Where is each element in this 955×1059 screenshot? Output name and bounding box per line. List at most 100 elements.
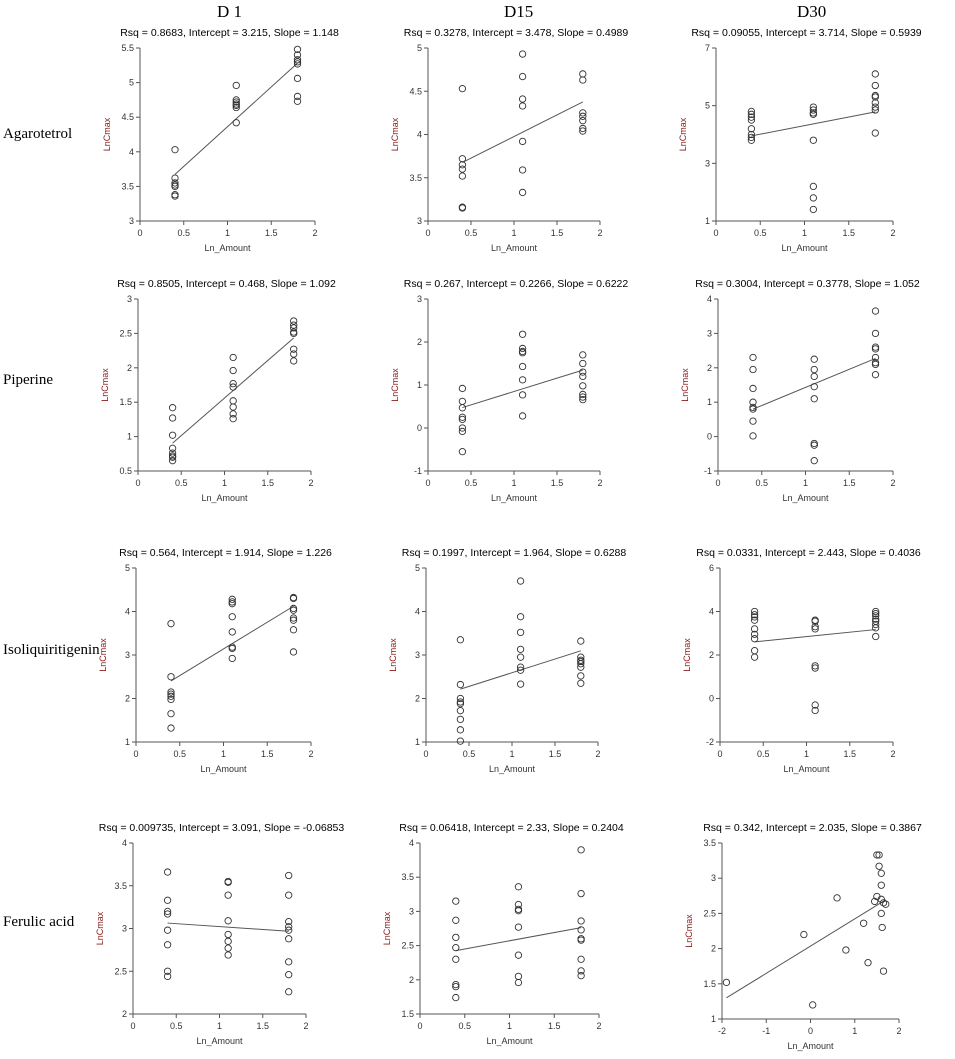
chart-3-data-point [809, 194, 817, 202]
chart-1-x-axis-label: Ln_Amount [204, 243, 251, 253]
chart-6-data-point [749, 365, 757, 374]
chart-12-fit-line [726, 899, 886, 999]
chart-1-fit-line [174, 62, 298, 175]
chart-6-y-tick-label: 2 [707, 363, 712, 373]
chart-7-data-point [289, 626, 298, 634]
chart-10-y-tick-label: 4 [122, 838, 127, 848]
chart-1-x-tick-label: 0 [137, 228, 142, 238]
chart-5-y-tick-label: -1 [414, 466, 422, 476]
chart-11-title: Rsq = 0.06418, Intercept = 2.33, Slope =… [399, 822, 624, 834]
chart-8-y-axis-label: LnCmax [388, 638, 398, 672]
chart-4-data-point [168, 414, 177, 422]
chart-12-data-point [809, 1001, 817, 1009]
chart-1-data-point [171, 146, 179, 154]
chart-4-x-tick-label: 0 [135, 478, 140, 488]
chart-9-data-point [750, 635, 759, 643]
chart-2-data-point [458, 204, 467, 212]
chart-5-y-tick-label: 2 [417, 337, 422, 347]
chart-1-y-tick-label: 3.5 [121, 181, 134, 191]
chart-12-data-point [879, 899, 888, 907]
chart-2-y-tick-label: 3 [417, 216, 422, 226]
chart-9-data-point [750, 647, 759, 655]
chart-7-data-point [167, 620, 175, 628]
chart-3-x-tick-label: 2 [890, 228, 895, 238]
chart-9-x-axis-label: Ln_Amount [783, 764, 830, 774]
chart-1-data-point [171, 192, 179, 200]
chart-9-y-tick-label: -2 [706, 737, 714, 747]
chart-11-data-point [452, 982, 460, 991]
chart-8-data-point [577, 663, 585, 671]
chart-1-data-point [293, 92, 302, 101]
chart-4-data-point [290, 317, 298, 325]
chart-10-data-point [224, 951, 232, 959]
chart-1-data-point [171, 179, 179, 187]
chart-4-y-axis-label: LnCmax [100, 368, 110, 402]
chart-5-data-point [579, 390, 587, 399]
chart-2-data-point [518, 72, 527, 81]
chart-7-y-tick-label: 2 [125, 694, 130, 704]
chart-3-y-tick-label: 5 [705, 101, 710, 111]
chart-5-y-axis-label: LnCmax [390, 368, 400, 402]
chart-8-data-point [516, 666, 525, 674]
chart-9-data-point [872, 624, 880, 632]
chart-11-data-point [514, 907, 523, 915]
chart-10-data-point [285, 988, 293, 996]
chart-12-x-tick-label: 1 [852, 1026, 857, 1036]
chart-1-x-tick-label: 2 [312, 228, 317, 238]
row-label-ferulic-acid: Ferulic acid [3, 914, 75, 930]
chart-9-data-point [750, 653, 759, 661]
chart-6-x-tick-label: 1.5 [843, 478, 856, 488]
column-header-d15: D15 [504, 2, 534, 21]
chart-3-data-point [747, 133, 756, 142]
chart-4-title: Rsq = 0.8505, Intercept = 0.468, Slope =… [117, 278, 336, 290]
chart-11-data-point [577, 936, 585, 944]
chart-10-data-point [285, 918, 293, 926]
chart-12-x-tick-label: 2 [896, 1026, 901, 1036]
chart-1-data-point [232, 119, 240, 127]
column-header-d30: D30 [797, 2, 827, 21]
chart-11-data-point [577, 926, 585, 934]
chart-11-y-tick-label: 2.5 [401, 941, 414, 951]
chart-8-data-point [516, 680, 525, 688]
chart-3-data-point [747, 130, 756, 139]
chart-3-data-point [747, 116, 756, 124]
chart-4-y-tick-label: 0.5 [119, 466, 132, 476]
chart-7-data-point [289, 614, 298, 622]
chart-4-x-axis-label: Ln_Amount [201, 493, 248, 503]
chart-11-x-tick-label: 1.5 [548, 1021, 561, 1031]
chart-7-data-point [167, 673, 175, 681]
chart-5-data-point [579, 393, 587, 401]
chart-11-data-point [452, 916, 460, 924]
chart-3-data-point [747, 125, 756, 133]
chart-7-title: Rsq = 0.564, Intercept = 1.914, Slope = … [119, 547, 332, 559]
chart-4-y-tick-label: 2.5 [119, 328, 132, 338]
chart-6-data-point [871, 329, 880, 338]
chart-4-data-point [290, 324, 298, 332]
chart-6-data-point [749, 417, 757, 425]
chart-9-y-tick-label: 4 [709, 607, 714, 617]
chart-7-data-point [228, 595, 236, 603]
chart-8-data-point [456, 700, 465, 708]
chart-4-data-point [290, 357, 298, 365]
chart-7-data-point [289, 616, 298, 624]
chart-5-data-point [458, 384, 467, 393]
chart-3-y-tick-label: 3 [705, 158, 710, 168]
chart-8-data-point [456, 636, 465, 644]
chart-12-data-point [800, 930, 808, 939]
chart-9-y-tick-label: 2 [709, 650, 714, 660]
chart-1-y-tick-label: 3 [129, 216, 134, 226]
chart-6-data-point [810, 372, 818, 381]
chart-6-data-point [871, 371, 880, 379]
chart-2-y-tick-label: 4.5 [409, 86, 422, 96]
chart-9-data-point [872, 615, 880, 623]
chart-10-y-tick-label: 2 [122, 1009, 127, 1019]
chart-9-data-point [750, 611, 759, 619]
chart-2-data-point [579, 127, 587, 135]
chart-7-data-point [167, 724, 175, 732]
chart-6-y-tick-label: 4 [707, 294, 712, 304]
chart-12-title: Rsq = 0.342, Intercept = 2.035, Slope = … [703, 822, 922, 834]
chart-12-data-point [875, 862, 883, 870]
chart-8-x-tick-label: 1 [509, 749, 514, 759]
chart-2-data-point [579, 112, 587, 120]
chart-5-data-point [579, 359, 587, 368]
